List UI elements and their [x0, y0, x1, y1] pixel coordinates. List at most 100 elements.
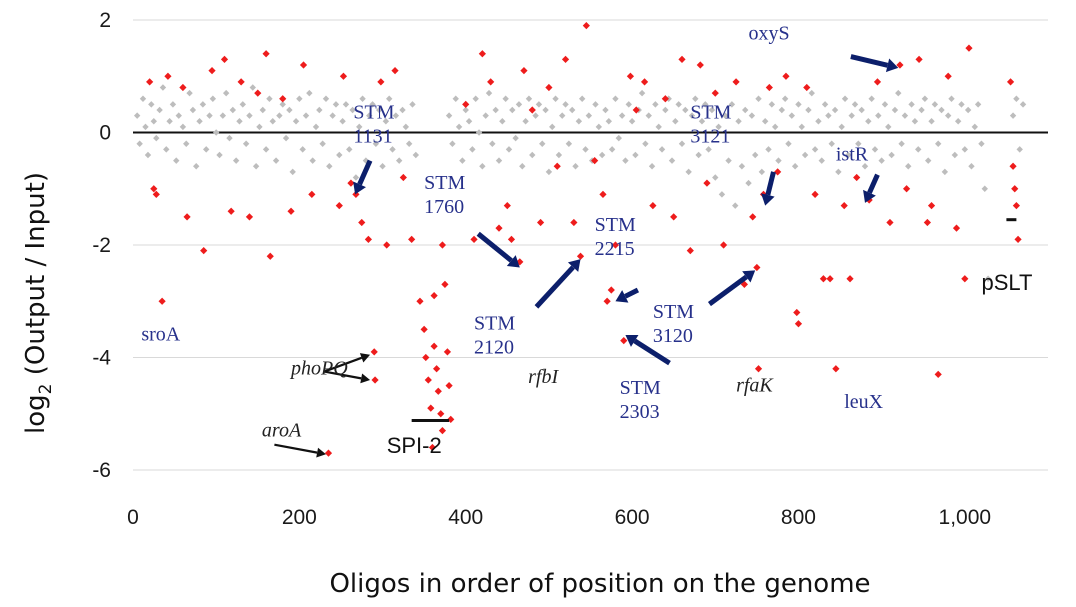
- background-point-186: [778, 106, 786, 114]
- significant-point-26: [364, 235, 373, 243]
- background-point-177: [748, 112, 756, 119]
- significant-point-120: [1011, 185, 1019, 193]
- background-point-222: [898, 140, 905, 147]
- background-point-65: [346, 146, 353, 153]
- label-leuX: leuX: [844, 391, 883, 413]
- label-sroA: sroA: [141, 324, 180, 346]
- significant-point-106: [873, 78, 882, 86]
- background-point-196: [811, 146, 819, 153]
- background-point-161: [695, 151, 702, 159]
- background-point-35: [246, 112, 253, 119]
- significant-points: [146, 22, 1022, 457]
- significant-point-89: [753, 263, 761, 272]
- significant-point-62: [545, 83, 553, 92]
- background-point-167: [715, 123, 722, 131]
- background-point-139: [622, 157, 629, 164]
- significant-point-23: [347, 179, 355, 187]
- significant-point-74: [626, 72, 635, 80]
- background-point-215: [875, 112, 882, 119]
- background-point-126: [578, 95, 586, 102]
- significant-point-107: [886, 218, 894, 227]
- significant-point-101: [832, 365, 840, 373]
- background-point-180: [758, 168, 766, 176]
- x-tick-label-4: 800: [781, 506, 816, 529]
- significant-point-3: [158, 297, 166, 305]
- significant-point-16: [279, 95, 287, 103]
- background-point-76: [382, 118, 390, 125]
- arrow-0: [353, 159, 373, 195]
- background-point-11: [166, 118, 173, 125]
- background-point-59: [326, 163, 333, 170]
- background-point-70: [362, 157, 370, 164]
- background-point-43: [272, 157, 280, 164]
- significant-point-81: [686, 247, 694, 255]
- significant-point-70: [603, 297, 611, 305]
- background-point-58: [322, 95, 330, 102]
- x-tick-label-3: 600: [615, 506, 650, 529]
- significant-point-33: [408, 235, 416, 243]
- background-point-1: [136, 140, 143, 147]
- background-point-165: [708, 106, 716, 114]
- background-point-252: [1019, 101, 1027, 108]
- y-tick-label-1: 0: [99, 122, 111, 145]
- background-point-16: [183, 140, 190, 147]
- background-point-220: [891, 106, 899, 114]
- background-point-233: [935, 140, 942, 147]
- background-point-201: [828, 140, 835, 147]
- background-point-9: [159, 84, 167, 91]
- label-phoPQ: phoPQ: [289, 357, 348, 379]
- background-point-227: [915, 146, 922, 153]
- background-point-207: [848, 112, 855, 119]
- x-axis-title: Oligos in order of position on the genom…: [329, 569, 870, 599]
- background-point-163: [702, 101, 709, 108]
- background-point-173: [735, 118, 742, 125]
- significant-point-71: [607, 286, 615, 294]
- y-axis-ticks: 2 0 -2 -4 -6: [92, 9, 111, 482]
- background-point-87: [449, 140, 456, 147]
- significant-point-0: [146, 78, 154, 86]
- significant-point-69: [599, 190, 607, 198]
- background-point-223: [901, 112, 909, 119]
- significant-point-41: [433, 365, 441, 373]
- background-point-106: [512, 134, 519, 142]
- background-point-29: [226, 134, 233, 142]
- background-point-131: [595, 123, 603, 131]
- label-oxyS: oxyS: [749, 23, 790, 45]
- background-point-120: [559, 112, 566, 119]
- significant-point-94: [782, 72, 790, 80]
- significant-point-45: [441, 280, 449, 288]
- background-point-104: [505, 146, 513, 153]
- significant-point-92: [765, 83, 773, 92]
- background-point-140: [625, 101, 632, 108]
- significant-point-80: [678, 55, 686, 63]
- significant-point-56: [503, 202, 511, 210]
- arrow-5: [707, 270, 756, 307]
- background-point-39: [259, 106, 266, 114]
- background-point-95: [475, 129, 483, 136]
- background-point-217: [881, 101, 889, 108]
- arrow-4: [625, 335, 671, 366]
- significant-point-5: [179, 83, 187, 92]
- background-point-75: [379, 163, 386, 170]
- significant-point-82: [696, 61, 704, 69]
- background-point-110: [525, 95, 533, 102]
- annotation-labels: sroA phoPQ aroA STM 1131 STM 1760 STM 2120 rfbI ST…: [141, 23, 1032, 458]
- background-point-48: [289, 168, 296, 176]
- background-point-135: [608, 146, 616, 153]
- background-point-122: [565, 140, 573, 147]
- significant-point-22: [339, 72, 348, 80]
- background-point-130: [592, 101, 599, 108]
- significant-point-63: [553, 162, 561, 170]
- background-point-190: [791, 163, 799, 170]
- background-point-144: [638, 89, 646, 97]
- background-point-237: [948, 95, 955, 102]
- significant-point-31: [391, 67, 399, 75]
- significant-point-2: [152, 190, 160, 198]
- background-point-132: [598, 151, 606, 159]
- background-point-38: [256, 123, 263, 131]
- background-point-192: [798, 123, 805, 131]
- label-STM2215: STM 2215: [595, 214, 636, 260]
- background-point-91: [462, 106, 469, 114]
- significant-point-25: [358, 218, 366, 227]
- background-point-36: [249, 84, 256, 91]
